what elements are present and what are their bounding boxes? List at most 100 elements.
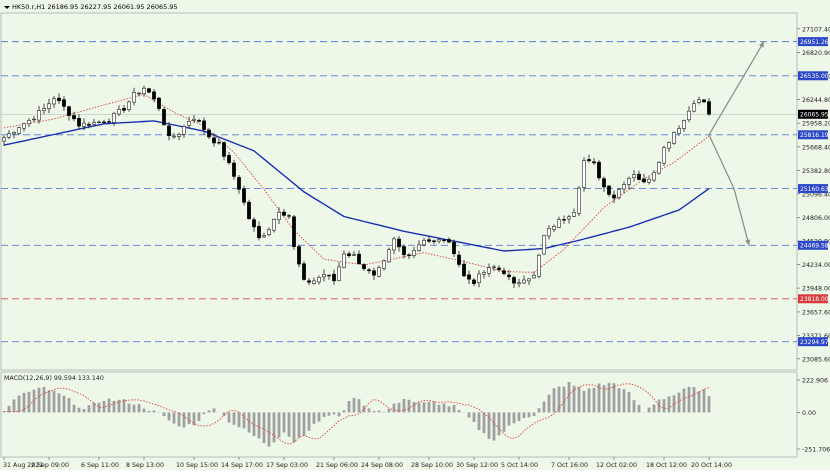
candle-body [197,119,201,122]
candle-body [432,240,436,242]
candle-body [652,172,656,181]
candle-body [72,115,76,120]
level-price-box [798,71,828,81]
candle-body [417,244,421,251]
candle-body [407,254,411,256]
candle-body [507,274,511,278]
candle-body [37,110,41,121]
x-tick-label: 2 Sep 09:00 [31,462,69,469]
candle-body [182,126,186,135]
candle-body [312,280,316,284]
candle-body [577,187,581,214]
candle-body [627,178,631,185]
level-price-box [798,184,828,194]
x-tick-label: 17 Sep 03:00 [266,462,308,469]
candle-body [622,184,626,190]
candle-body [27,120,31,125]
candle-body [217,142,221,144]
candle-body [317,277,321,283]
candle-body [52,98,56,105]
candle-body [492,266,496,268]
y-tick-label: 25668.40 [802,144,830,151]
level-price-box [798,130,828,140]
candle-body [32,118,36,121]
candle-body [152,91,156,100]
candle-body [517,282,521,285]
candle-body [67,106,71,116]
candle-body [537,254,541,277]
candle-body [347,253,351,257]
candle-body [572,212,576,217]
ma-fast-line [3,93,710,273]
candle-body [162,109,166,126]
candle-body [357,253,361,265]
x-tick-label: 24 Sep 08:00 [361,462,403,469]
candle-body [22,123,26,129]
candle-body [532,275,536,279]
chevron-down-icon[interactable] [4,6,10,9]
candle-body [692,103,696,112]
y-tick-label: 25096.40 [802,191,830,198]
candle-body [667,142,671,149]
candle-body [97,121,101,124]
candle-body [62,99,66,107]
candle-body [607,185,611,195]
candle-body [617,189,621,198]
level-price-box [798,240,828,250]
candle-body [557,219,561,228]
axis-layer: 27107.4026820.9026534.4026244.8025958.20… [3,26,830,469]
candle-body [377,267,381,277]
candle-body [657,162,661,174]
candle-body [222,142,226,157]
candle-body [597,161,601,179]
arrow-head-icon [759,41,764,48]
candle-body [187,121,191,126]
macd-y-tick-label: 0.00 [802,410,816,417]
candle-body [127,101,131,110]
candle-body [142,87,146,95]
candle-body [342,253,346,268]
candle-body [112,113,116,123]
candle-body [427,239,431,242]
candle-body [352,254,356,256]
candle-body [12,132,16,135]
level-price-box [798,37,828,47]
candle-body [392,238,396,251]
candle-body [637,173,641,180]
current-price-box [798,109,828,119]
candle-body [567,216,571,220]
candle-body [237,177,241,190]
level-price-label: 26951.26 [800,39,829,46]
level-price-box [798,337,828,347]
candle-body [437,239,441,242]
candle-body [447,239,451,243]
candle-body [332,273,336,282]
candle-body [102,121,106,123]
candle-body [677,128,681,134]
y-tick-label: 26820.90 [802,50,830,57]
x-tick-label: 28 Sep 10:00 [411,462,453,469]
candle-body [477,273,481,283]
main-pane-frame [0,12,798,371]
x-tick-label: 14 Sep 17:00 [221,462,263,469]
candle-body [422,240,426,246]
candle-body [602,178,606,188]
arrow-head-icon [745,239,751,246]
x-tick-label: 6 Sep 11:00 [81,462,119,469]
candle-body [587,159,591,162]
candle-body [92,122,96,125]
candle-body [467,274,471,280]
level-price-box [798,294,828,304]
candle-body [147,88,151,93]
candle-body [267,229,271,235]
candle-body [382,260,386,269]
macd-title: MACD(12,26,9) 99.594 133.140 [4,375,104,382]
candle-body [262,235,266,238]
x-tick-label: 8 Sep 13:00 [126,462,164,469]
candle-body [167,125,171,137]
candle-body [402,246,406,256]
candle-body [192,118,196,121]
y-tick-label: 23657.60 [802,309,830,316]
